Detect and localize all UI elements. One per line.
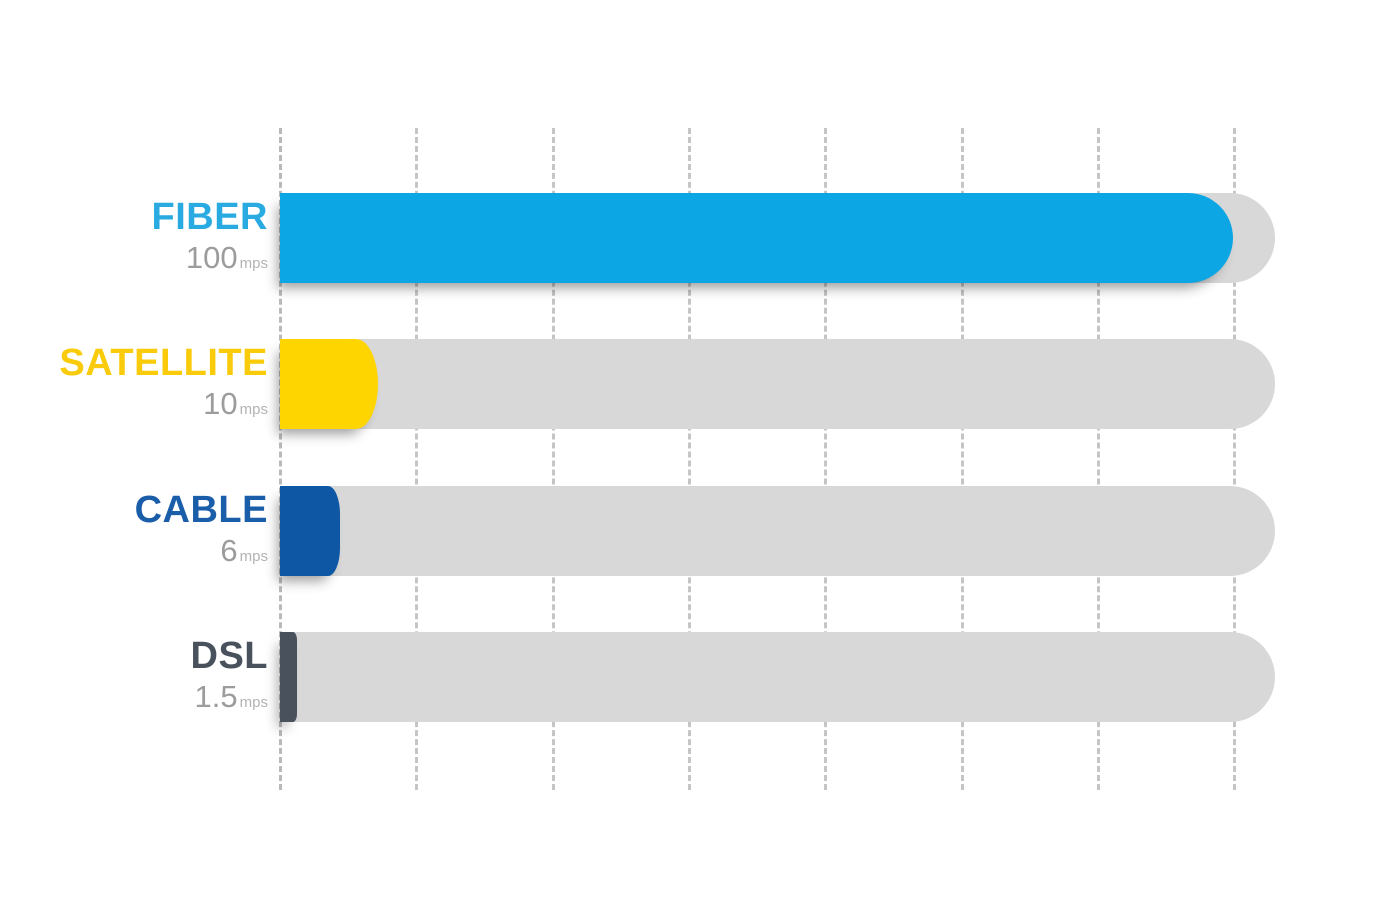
value-label: 10 mps — [0, 388, 268, 419]
bar-track — [280, 632, 1275, 722]
row-labels: FIBER 100 mps — [0, 196, 269, 273]
chart-row-satellite: SATELLITE 10 mps — [0, 339, 1375, 429]
category-label: CABLE — [134, 489, 268, 531]
bar-track — [280, 339, 1275, 429]
gridline — [551, 128, 555, 790]
value-number: 100 — [185, 239, 238, 275]
value-number: 10 — [203, 385, 238, 421]
chart-row-dsl: DSL 1.5 mps — [0, 632, 1375, 722]
bar-dsl — [280, 632, 297, 722]
row-labels: DSL 1.5 mps — [0, 635, 269, 712]
value-unit: mps — [239, 693, 268, 711]
value-label: 100 mps — [0, 242, 268, 273]
row-labels: CABLE 6 mps — [0, 489, 268, 566]
gridline — [415, 128, 419, 790]
gridline — [1096, 128, 1100, 790]
chart-row-cable: CABLE 6 mps — [0, 486, 1375, 576]
chart-row-fiber: FIBER 100 mps — [0, 193, 1375, 283]
gridline — [824, 128, 828, 790]
value-unit: mps — [239, 400, 268, 418]
axis-gridline — [279, 128, 282, 790]
category-label: DSL — [190, 635, 268, 677]
category-label: SATELLITE — [59, 342, 268, 384]
value-unit: mps — [239, 254, 268, 272]
value-unit: mps — [239, 547, 268, 565]
gridline — [687, 128, 691, 790]
value-label: 1.5 mps — [0, 681, 268, 712]
bar-fiber — [280, 193, 1233, 283]
bar-track — [280, 486, 1275, 576]
gridline — [960, 128, 964, 790]
value-number: 1.5 — [194, 678, 238, 714]
row-labels: SATELLITE 10 mps — [0, 342, 268, 419]
bar-cable — [280, 486, 340, 576]
value-number: 6 — [220, 532, 238, 568]
bar-satellite — [280, 339, 378, 429]
value-label: 6 mps — [0, 535, 268, 566]
category-label: FIBER — [151, 196, 268, 238]
gridline — [1233, 128, 1237, 790]
